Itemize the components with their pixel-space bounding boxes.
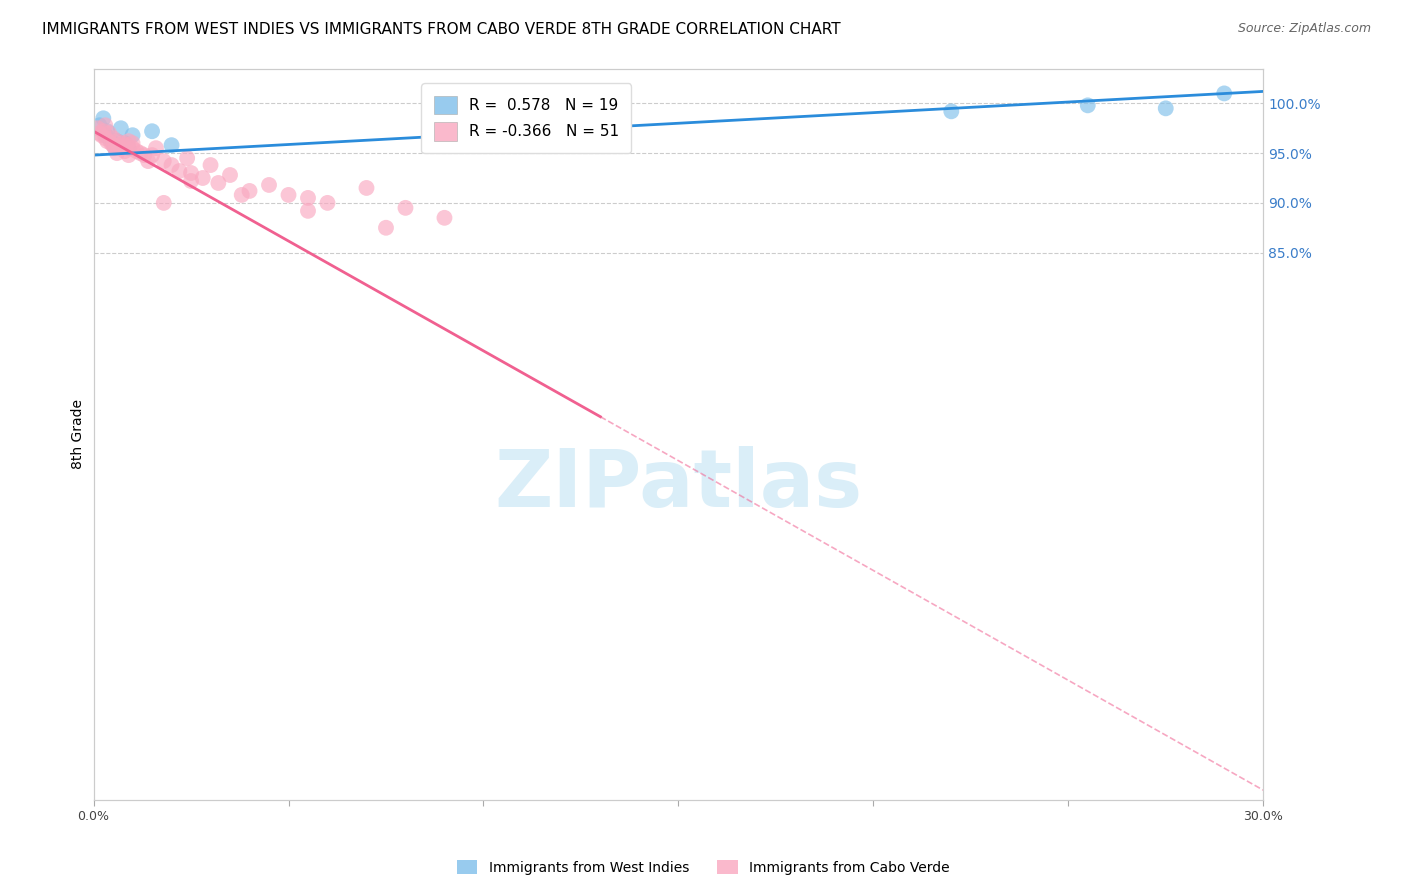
Point (125, 144, 148, 158)
Point (121, 141, 143, 155)
Point (134, 148, 156, 162)
Point (96, 124, 118, 138)
Y-axis label: 8th Grade: 8th Grade (72, 400, 86, 469)
Point (129, 146, 152, 161)
Point (118, 141, 141, 155)
Point (375, 220, 398, 235)
Point (141, 148, 163, 162)
Point (96, 134, 118, 148)
Point (941, 104, 963, 119)
Point (94, 131, 117, 145)
Point (89, 126, 111, 140)
Text: ZIPatlas: ZIPatlas (495, 447, 862, 524)
Point (297, 191, 319, 205)
Point (152, 195, 174, 210)
Point (94, 118, 117, 132)
Point (90, 128, 112, 143)
Point (160, 158, 183, 172)
Point (356, 181, 378, 195)
Point (86, 121, 108, 136)
Point (152, 154, 174, 169)
Point (105, 134, 128, 148)
Point (108, 138, 131, 153)
Point (1213, 87, 1236, 101)
Point (108, 138, 131, 153)
Point (141, 124, 163, 138)
Point (98, 126, 121, 140)
Point (231, 188, 253, 202)
Point (433, 211, 456, 225)
Point (257, 178, 280, 192)
Point (98, 131, 121, 145)
Text: Source: ZipAtlas.com: Source: ZipAtlas.com (1237, 22, 1371, 36)
Point (118, 148, 141, 162)
Point (105, 146, 128, 161)
Legend: Immigrants from West Indies, Immigrants from Cabo Verde: Immigrants from West Indies, Immigrants … (451, 855, 955, 880)
Point (238, 184, 260, 198)
Point (1154, 101, 1177, 115)
Point (121, 128, 143, 143)
Point (94, 128, 117, 143)
Point (104, 141, 127, 155)
Point (91, 112, 114, 126)
Point (180, 166, 202, 180)
Point (200, 158, 222, 172)
Point (121, 136, 143, 151)
Point (136, 154, 159, 169)
Text: IMMIGRANTS FROM WEST INDIES VS IMMIGRANTS FROM CABO VERDE 8TH GRADE CORRELATION : IMMIGRANTS FROM WEST INDIES VS IMMIGRANT… (42, 22, 841, 37)
Point (316, 195, 339, 210)
Point (101, 138, 124, 153)
Point (115, 138, 138, 153)
Point (111, 136, 134, 151)
Point (91, 124, 114, 138)
Point (207, 176, 229, 190)
Point (105, 134, 128, 148)
Point (219, 168, 242, 182)
Point (297, 203, 319, 218)
Point (100, 136, 122, 151)
Legend: R =  0.578   N = 19, R = -0.366   N = 51: R = 0.578 N = 19, R = -0.366 N = 51 (422, 84, 631, 153)
Point (169, 164, 191, 178)
Point (110, 141, 132, 155)
Point (104, 141, 127, 155)
Point (1077, 98, 1099, 112)
Point (394, 201, 416, 215)
Point (160, 138, 183, 153)
Point (176, 151, 198, 165)
Point (110, 121, 132, 136)
Point (191, 171, 214, 186)
Point (180, 174, 202, 188)
Point (114, 144, 136, 158)
Point (114, 136, 136, 151)
Point (89, 118, 111, 132)
Point (277, 188, 299, 202)
Point (101, 136, 124, 151)
Point (118, 134, 141, 148)
Point (145, 141, 167, 155)
Point (101, 131, 124, 145)
